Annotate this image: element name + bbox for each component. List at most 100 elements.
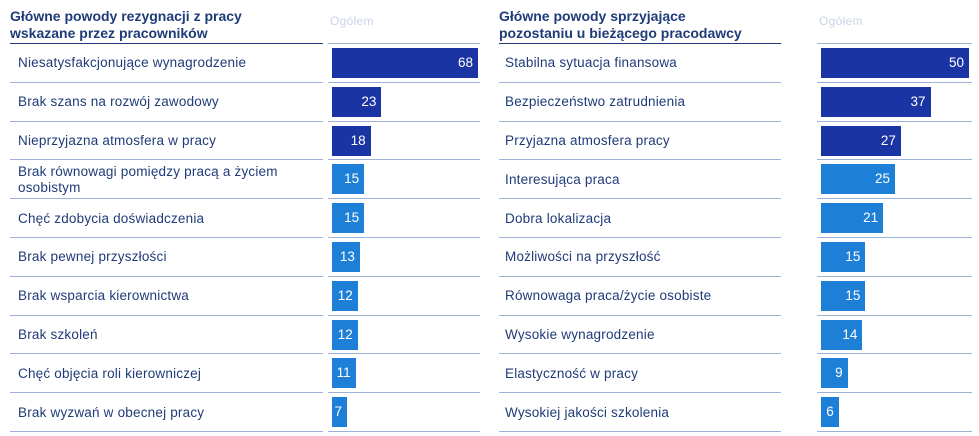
left-bar-value-label: 15 [344, 210, 360, 226]
right-category-label: Elastyczność w pracy [505, 365, 639, 381]
right-category-label: Interesująca praca [505, 171, 620, 187]
left-bar-row: Brak wsparcia kierownictwa 12 [8, 277, 483, 316]
left-bar: 15 [332, 164, 365, 195]
left-bar-row: Chęć objęcia roli kierowniczej 11 [8, 354, 483, 394]
left-bar: 68 [332, 48, 478, 78]
right-chart-title: Główne powody sprzyjające pozostaniu u b… [499, 8, 742, 42]
right-bar-row: Dobra lokalizacja 21 [497, 199, 975, 238]
left-bar: 7 [332, 397, 348, 428]
right-bar-divider [817, 353, 972, 355]
left-chart-panel: Główne powody rezygnacji z pracy wskazan… [8, 0, 483, 436]
right-bar-divider [817, 198, 972, 200]
left-category-label: Brak wyzwań w obecnej pracy [18, 404, 205, 420]
right-row-divider [499, 120, 781, 122]
right-row-divider [499, 198, 781, 200]
right-bar-value-label: 50 [948, 55, 964, 70]
left-bar-divider [328, 198, 480, 200]
right-bar-row: Możliwości na przyszłość 15 [497, 238, 975, 277]
left-bar: 12 [332, 319, 358, 350]
left-bar-divider [328, 120, 480, 122]
right-bar: 27 [821, 125, 901, 156]
left-bar-value-label: 18 [350, 132, 366, 148]
right-title-line-1: Główne powody sprzyjające [499, 8, 686, 24]
right-row-divider [499, 353, 781, 355]
right-bar-divider [817, 430, 972, 432]
left-category-label: Brak szkoleń [18, 326, 98, 342]
left-row-divider [10, 314, 323, 316]
right-row-divider [499, 314, 781, 316]
right-bar-row: Równowaga praca/życie osobiste 15 [497, 277, 975, 316]
right-bar-row: Bezpieczeństwo zatrudnienia 37 [497, 83, 975, 122]
left-row-divider [10, 198, 323, 200]
left-row-divider [10, 392, 323, 394]
right-bar: 9 [821, 358, 848, 389]
left-row-divider [10, 430, 323, 432]
right-bar-row: Wysokiej jakości szkolenia 6 [497, 393, 975, 432]
left-title-line-2: wskazane przez pracowników [10, 25, 208, 41]
left-bar-value-label: 15 [344, 171, 360, 187]
right-bar-row: Elastyczność w pracy 9 [497, 354, 975, 394]
left-bar-divider [328, 353, 480, 355]
left-chart-title: Główne powody rezygnacji z pracy wskazan… [10, 8, 242, 42]
left-bar: 12 [332, 280, 358, 311]
left-category-label: Niesatysfakcjonujące wynagrodzenie [18, 55, 247, 71]
right-bar: 21 [821, 203, 884, 234]
left-row-divider [10, 236, 323, 238]
left-bar-divider [328, 81, 480, 83]
right-category-label: Bezpieczeństwo zatrudnienia [505, 94, 686, 110]
left-bar-row: Brak wyzwań w obecnej pracy 7 [8, 393, 483, 432]
left-bar-row: Brak równowagi pomiędzy pracą a życiem o… [8, 160, 483, 200]
left-bar-value-label: 13 [339, 249, 355, 264]
left-row-divider [10, 120, 323, 122]
right-row-divider [499, 236, 781, 238]
right-bar: 37 [821, 86, 931, 117]
right-bar-value-label: 25 [874, 171, 890, 187]
left-bar-row: Brak pewnej przyszłości 13 [8, 238, 483, 277]
left-header-underline [328, 43, 480, 44]
right-bar-row: Stabilna sytuacja finansowa 50 [497, 44, 975, 83]
left-title-line-1: Główne powody rezygnacji z pracy [10, 8, 242, 24]
left-category-label: Chęć objęcia roli kierowniczej [18, 365, 202, 381]
right-bar: 15 [821, 242, 866, 272]
right-bar-value-label: 27 [880, 132, 896, 148]
right-bar-divider [817, 120, 972, 122]
right-row-divider [499, 159, 781, 161]
right-bar: 50 [821, 48, 969, 78]
right-category-label: Wysokie wynagrodzenie [505, 326, 655, 342]
right-bar: 14 [821, 319, 863, 350]
left-row-divider [10, 275, 323, 277]
left-bar-value-label: 12 [337, 326, 353, 342]
right-row-divider [499, 275, 781, 277]
right-category-label: Stabilna sytuacja finansowa [505, 55, 678, 71]
right-bar-divider [817, 392, 972, 394]
right-bar-divider [817, 236, 972, 238]
left-row-divider [10, 81, 323, 83]
right-bar-divider [817, 314, 972, 316]
left-bar-value-label: 23 [361, 93, 377, 109]
right-bar-divider [817, 275, 972, 277]
right-category-label: Przyjazna atmosfera pracy [505, 132, 670, 148]
left-bar: 13 [332, 242, 360, 272]
right-bar-value-label: 9 [835, 365, 843, 381]
right-chart-panel: Główne powody sprzyjające pozostaniu u b… [497, 0, 975, 436]
right-bar-row: Interesująca praca 25 [497, 160, 975, 200]
right-bar-value-label: 15 [845, 249, 861, 264]
left-title-rule [10, 43, 323, 44]
left-row-divider [10, 159, 323, 161]
left-bar-row: Chęć zdobycia doświadczenia 15 [8, 199, 483, 238]
right-category-label: Dobra lokalizacja [505, 210, 612, 226]
left-category-label: Brak wsparcia kierownictwa [18, 288, 190, 304]
right-bar-divider [817, 159, 972, 161]
right-bar-value-label: 6 [826, 404, 834, 420]
right-row-divider [499, 430, 781, 432]
left-bar-value-label: 12 [337, 287, 353, 303]
right-column-header: Ogółem [819, 14, 863, 28]
left-bar-divider [328, 392, 480, 394]
right-bar: 25 [821, 164, 895, 195]
left-bar: 23 [332, 86, 382, 117]
right-row-divider [499, 81, 781, 83]
left-bar-value-label: 7 [334, 404, 343, 420]
right-bar-value-label: 14 [842, 326, 858, 342]
right-bar: 15 [821, 280, 866, 311]
left-bar-value-label: 11 [336, 365, 351, 381]
